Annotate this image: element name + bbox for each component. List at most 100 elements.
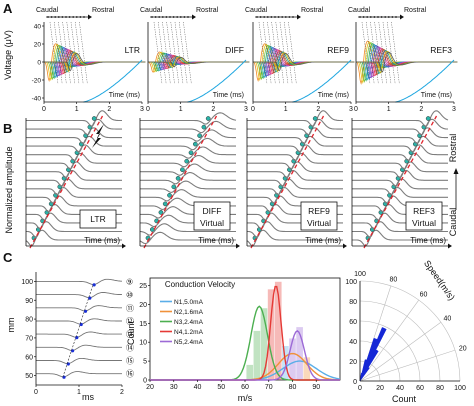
legend-entry: N1,5.0mA [174,299,204,306]
arrival-marker [192,141,198,147]
electrode-dot [292,16,294,18]
y-tick-label: -20 [32,78,42,85]
radius-tick-label-left: 100 [345,279,357,286]
drift-trace [292,59,352,103]
time-marker [275,21,285,85]
density-curve [150,352,340,381]
electrode-dot [259,16,262,18]
histogram-bar [296,327,303,380]
fit-line [62,285,94,378]
normalized-trace [247,144,343,161]
arrival-marker [167,192,172,198]
channel-trace [36,344,122,351]
polar-sector [359,359,368,382]
electrode-dot [387,16,390,18]
cv-title: Conduction Velocity [165,280,235,289]
radial-grid [359,320,421,382]
arrival-marker [91,116,97,121]
plot-label: REF9 [327,45,349,55]
voltage-trace [253,52,355,72]
label-box [193,201,231,231]
legend-entry: N2,1.6mA [174,309,204,316]
caudal-label: Caudal [348,7,371,14]
normalized-trace [352,229,448,247]
arrival-dot [92,283,96,287]
electrode-dot [359,16,361,18]
electrode-dot [79,16,82,18]
panel-c2: Conduction Velocity Count m/s 20 30 40 50 60… [126,277,341,403]
stack-diff: Time (ms) DIFF Virtual [139,112,240,249]
radius-tick-label: 40 [396,385,404,392]
direction-arrow [453,168,459,174]
channel-trace [36,278,122,286]
x-tick-label: 1 [77,389,81,396]
arrow-head [297,14,301,20]
normalized-trace [140,154,236,168]
angle-tick-label: 40 [443,316,451,323]
y-tick-label: 15 [139,321,147,328]
electrode-dot [395,16,397,18]
polar-count-label: Count [392,394,417,404]
panel-label-a: A [3,1,13,16]
time-marker [162,21,171,85]
channel-number: ⑪ [126,304,134,313]
x-axis-label: Time (ms) [84,236,120,245]
x-tick-label: 20 [146,384,154,391]
histogram-bar [274,281,282,380]
x-tick-label: 30 [170,384,178,391]
x-tick-label: 3 [349,106,353,113]
label-box-text: LTR [90,214,105,224]
panel-a-ylabel: Voltage (μV) [3,30,13,80]
x-tick-label: 50 [217,384,225,391]
arrow-head [400,14,404,20]
normalized-trace [140,112,237,125]
normalized-trace [247,110,343,127]
arrival-marker [425,116,431,121]
panel-label-c: C [3,250,13,265]
normalized-trace [352,135,448,153]
time-marker [183,21,192,85]
normalized-trace [140,120,236,134]
radius-tick-label-left: 40 [349,339,357,346]
x-tick-label: 0 [34,389,38,396]
y-tick-label: 0 [37,60,41,67]
voltage-trace [356,51,458,73]
electrode-dot [270,16,273,18]
x-tick-label: 2 [120,389,124,396]
radius-tick-label: 60 [416,385,424,392]
y-tick-label: 0 [143,378,147,385]
electrode-dot [61,16,64,18]
arrival-marker [149,227,155,232]
time-marker [79,21,88,85]
time-marker [279,21,289,85]
time-marker [62,21,71,85]
electrode-dot [158,16,161,18]
arrival-marker [312,116,318,121]
time-marker [74,21,84,85]
drift-trace [395,59,455,103]
rostral-label: Rostral [196,7,219,14]
normalized-trace [26,144,122,161]
channel-trace [36,305,122,312]
x-tick-label: 70 [265,384,273,391]
time-marker [267,21,276,85]
x-axis-label: Time (ms) [410,236,446,245]
plot-ref9: Caudal Rostral 0 1 2 3 REF9 Time (ms) [245,7,355,113]
x-tick-label: 0 [354,106,358,113]
radius-tick-label-left: 60 [349,319,357,326]
plot-diff: Caudal Rostral 0 1 2 3 DIFF Time (ms) [140,7,250,113]
label-box [405,201,443,231]
electrode-dot [183,16,186,18]
channel-number: ⑮ [126,357,134,366]
x-tick-label: 1 [284,106,288,113]
electrode-dot [154,16,157,18]
radius-tick-label: 0 [358,385,362,392]
time-marker [365,21,375,85]
electrode-dot [72,16,75,18]
x-tick-label: 60 [241,384,249,391]
electrode-dot [165,16,168,18]
rostral-label: Rostral [301,7,324,14]
electrode-dot [65,16,67,18]
histogram-bar [303,357,311,380]
